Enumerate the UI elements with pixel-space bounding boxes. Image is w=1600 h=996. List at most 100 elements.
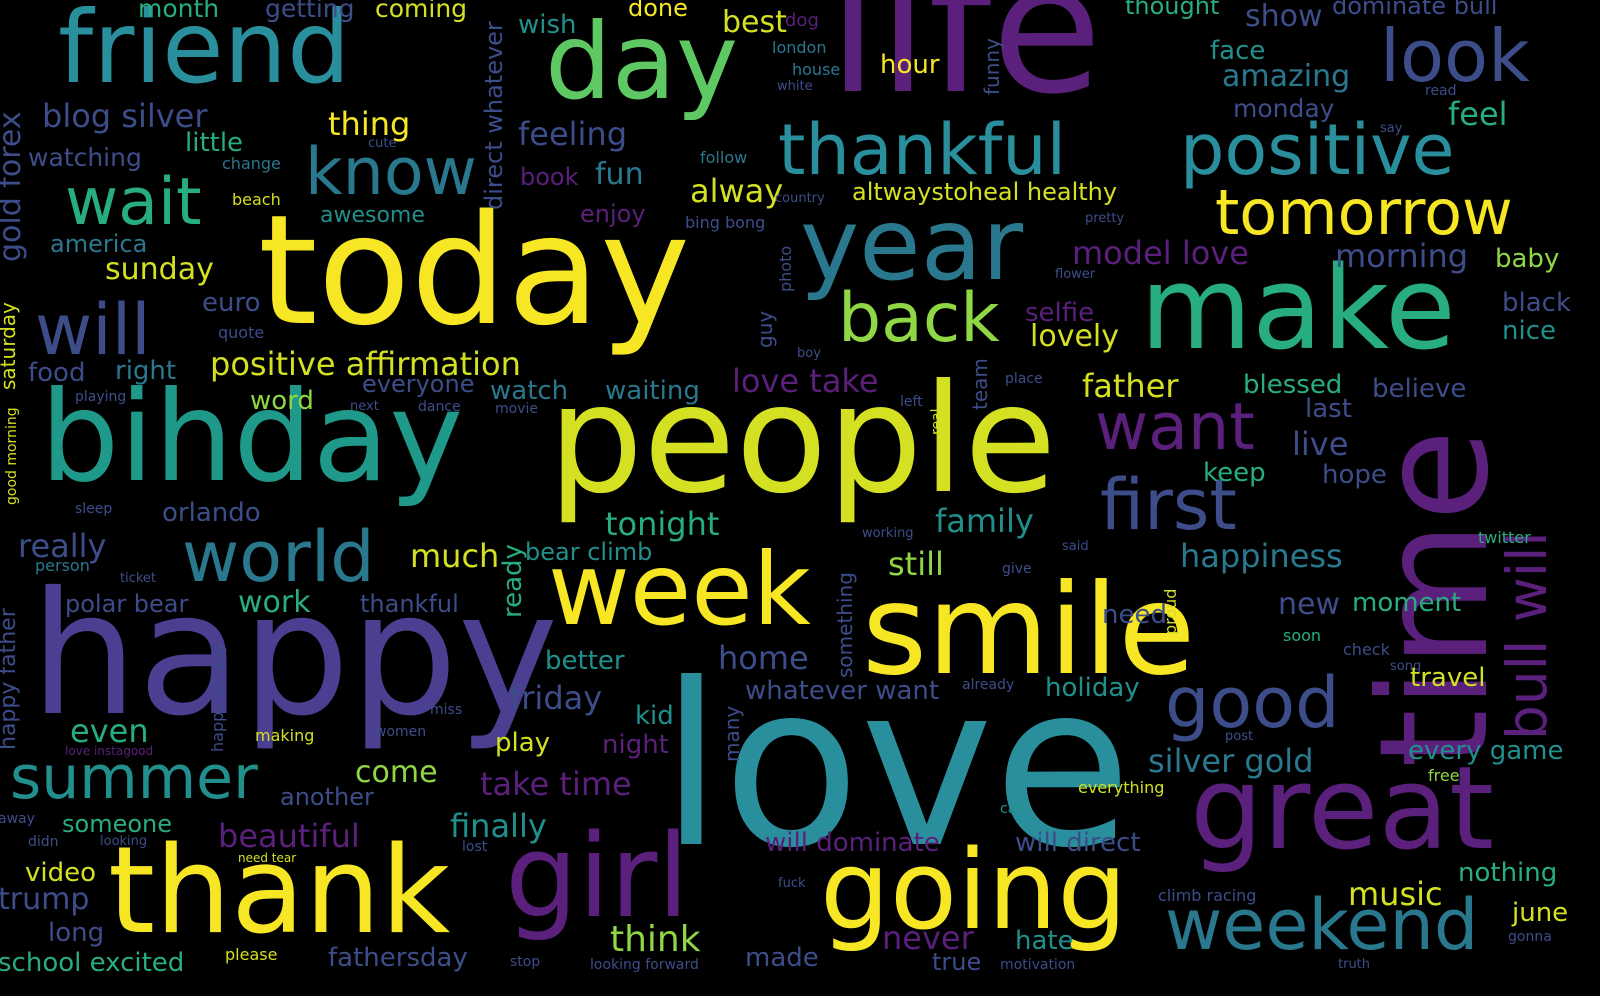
- word-ticket: ticket: [120, 571, 157, 586]
- word-thank: thank: [108, 822, 451, 961]
- word-weekend: weekend: [1165, 884, 1479, 966]
- word-day: day: [545, 1, 739, 123]
- word-baby: baby: [1495, 244, 1560, 274]
- word-tomorrow: tomorrow: [1215, 176, 1513, 249]
- word-much: much: [410, 537, 500, 575]
- word-nice: nice: [1502, 316, 1556, 346]
- word-kid: kid: [635, 701, 674, 731]
- word-wish: wish: [518, 10, 577, 40]
- word-monday: monday: [1233, 94, 1335, 123]
- word-done: done: [628, 0, 688, 22]
- word-still: still: [888, 545, 944, 583]
- word-said: said: [1062, 539, 1089, 554]
- word-give: give: [1002, 561, 1032, 577]
- word-wait: wait: [65, 165, 202, 240]
- word-song: song: [1390, 659, 1422, 674]
- word-bihday: bihday: [40, 365, 464, 510]
- word-blog-silver: blog silver: [42, 97, 208, 135]
- word-need: need: [1102, 600, 1167, 630]
- word-friday: friday: [510, 679, 603, 717]
- word-come: come: [355, 755, 438, 790]
- word-alway: alway: [690, 172, 784, 210]
- word-flower: flower: [1055, 267, 1096, 282]
- word-check: check: [1343, 640, 1390, 659]
- word-morning: morning: [1335, 237, 1469, 275]
- word-getting: getting: [265, 0, 355, 23]
- word-person: person: [35, 556, 90, 575]
- word-food: food: [28, 358, 86, 388]
- word-playing: playing: [75, 389, 127, 405]
- word-made: made: [745, 943, 819, 973]
- word-truth: truth: [1338, 957, 1371, 972]
- word-look: look: [1380, 14, 1530, 98]
- word-quote: quote: [218, 323, 265, 342]
- word-first: first: [1100, 464, 1237, 546]
- word-left: left: [900, 394, 923, 410]
- word-ready: ready: [498, 544, 528, 618]
- word-believe: believe: [1372, 374, 1467, 404]
- word-trump: trump: [0, 882, 90, 917]
- word-funny: funny: [980, 38, 1004, 95]
- word-many: many: [720, 705, 744, 762]
- word-lovely: lovely: [1030, 319, 1119, 354]
- word-fathersday: fathersday: [328, 943, 468, 973]
- word-cute: cute: [368, 136, 397, 151]
- word-please: please: [225, 945, 278, 964]
- word-will-direct: will direct: [1015, 828, 1141, 858]
- word-change: change: [222, 154, 281, 173]
- word-fun: fun: [595, 157, 644, 192]
- word-model-love: model love: [1072, 234, 1249, 272]
- word-good-morning: good morning: [4, 407, 20, 505]
- word-dance: dance: [418, 399, 461, 415]
- word-country: country: [775, 191, 825, 206]
- word-already: already: [962, 677, 1015, 693]
- word-polar-bear: polar bear: [65, 590, 189, 618]
- word-coming: coming: [375, 0, 468, 23]
- word-climb-racing: climb racing: [1158, 886, 1257, 905]
- word-book: book: [520, 163, 579, 191]
- word-euro: euro: [202, 288, 261, 318]
- word-year: year: [800, 186, 1024, 303]
- word-photo: photo: [776, 245, 795, 292]
- word-thankful: thankful: [778, 109, 1067, 191]
- word-feeling: feeling: [518, 115, 628, 153]
- word-direct-whatever: direct whatever: [480, 21, 508, 210]
- word-read: read: [1425, 83, 1457, 99]
- word-guy: guy: [753, 310, 777, 348]
- word-women: women: [375, 724, 427, 740]
- word-holiday: holiday: [1045, 673, 1140, 703]
- word-friend: friend: [58, 0, 351, 106]
- word-right: right: [115, 356, 177, 386]
- word-take-time: take time: [480, 765, 632, 803]
- word-going: going: [820, 826, 1128, 954]
- word-real: real: [929, 408, 945, 435]
- word-positive-affirmation: positive affirmation: [210, 345, 521, 383]
- word-beach: beach: [232, 190, 281, 209]
- word-love-take: love take: [732, 362, 879, 400]
- word-every-game: every game: [1408, 736, 1564, 766]
- word-thing: thing: [328, 105, 411, 143]
- word-say: say: [1380, 121, 1403, 136]
- word-june: june: [1512, 898, 1569, 928]
- word-work: work: [238, 585, 311, 620]
- word-nothing: nothing: [1458, 858, 1558, 888]
- word-thought: thought: [1125, 0, 1220, 20]
- word-team: team: [968, 358, 992, 410]
- word-dog: dog: [785, 10, 819, 31]
- word-hope: hope: [1322, 460, 1387, 490]
- word-happy-father: happy father: [0, 608, 21, 750]
- word-feel: feel: [1448, 95, 1508, 133]
- word-watch: watch: [490, 376, 569, 406]
- word-something: something: [833, 572, 857, 678]
- word-tonight: tonight: [605, 505, 720, 543]
- word-pretty: pretty: [1085, 211, 1125, 226]
- word-sunday: sunday: [105, 252, 214, 287]
- word-blessed: blessed: [1243, 370, 1343, 400]
- word-people: people: [548, 353, 1057, 527]
- word-black: black: [1502, 288, 1572, 318]
- word-world: world: [182, 516, 375, 598]
- word-good: good: [1165, 662, 1340, 744]
- word-follow: follow: [700, 148, 748, 167]
- word-great: great: [1190, 742, 1495, 876]
